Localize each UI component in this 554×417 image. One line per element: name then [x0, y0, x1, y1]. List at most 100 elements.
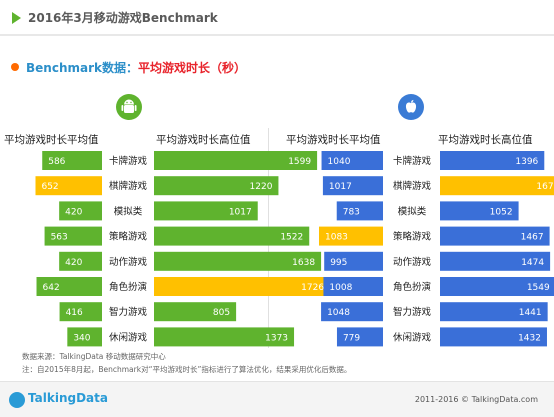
- ios-avg-bar: [321, 302, 383, 322]
- ios-avg-label: 1017: [329, 182, 352, 192]
- ios-avg-bar: [336, 201, 383, 221]
- ios-category-label: 模拟类: [398, 205, 427, 217]
- android-avg-bar: [59, 201, 102, 221]
- ios-high-label: 1441: [519, 308, 542, 318]
- ios-avg-label: 995: [330, 258, 347, 268]
- ios-category-label: 角色扮演: [393, 281, 431, 293]
- android-high-label: 1599: [288, 157, 311, 167]
- ios-high-bar: [440, 302, 548, 322]
- android-avg-bar: [35, 176, 102, 196]
- ios-category-label: 卡牌游戏: [393, 155, 432, 167]
- android-category-label: 动作游戏: [109, 256, 148, 268]
- methodology-note: 注：自2015年8月起，Benchmark对“平均游戏时长”指标进行了算法优化，…: [22, 365, 352, 374]
- ios-avg-label: 779: [343, 333, 360, 343]
- footer-bar: TalkingData 2011-2016 © TalkingData.com: [0, 381, 554, 417]
- android-avg-bar: [44, 226, 102, 246]
- ios-high-label: 1052: [490, 207, 513, 217]
- android-high-bar: [154, 226, 310, 246]
- ios-avg-bar: [324, 251, 383, 271]
- android-avg-label: 420: [65, 258, 82, 268]
- copyright-text: 2011-2016 © TalkingData.com: [414, 395, 538, 404]
- header-bar: 2016年3月移动游戏Benchmark: [0, 0, 554, 36]
- ios-avg-bar: [322, 176, 383, 196]
- android-high-bar: [154, 327, 295, 347]
- play-arrow-icon: [12, 12, 21, 24]
- android-avg-label: 586: [48, 157, 65, 167]
- ios-category-label: 休闲游戏: [393, 331, 432, 343]
- ios-avg-label: 1083: [325, 233, 348, 243]
- ios-high-bar: [440, 176, 554, 196]
- ios-avg-label: 1048: [327, 308, 350, 318]
- ios-avg-bar: [323, 277, 383, 296]
- android-avg-bar: [59, 302, 102, 322]
- talkingdata-logo-text: TalkingData: [28, 391, 108, 405]
- android-high-label: 1017: [229, 207, 252, 217]
- ios-avg-bar: [336, 327, 383, 347]
- subtitle-main: Benchmark数据：: [26, 61, 138, 75]
- android-high-bar: [154, 176, 279, 196]
- android-category-label: 休闲游戏: [109, 331, 148, 343]
- android-category-label: 角色扮演: [109, 281, 147, 293]
- apple-icon: [398, 94, 424, 120]
- android-icon: [116, 94, 142, 120]
- android-category-label: 策略游戏: [109, 231, 148, 243]
- android-high-label: 805: [213, 308, 230, 318]
- android-avg-label: 340: [73, 333, 90, 343]
- ios-high-bar: [440, 151, 545, 170]
- ios-high-label: 1467: [521, 233, 544, 243]
- android-avg-label: 642: [43, 283, 60, 293]
- android-high-bar: [154, 201, 258, 221]
- subtitle-highlight: 平均游戏时长（秒）: [138, 61, 247, 75]
- android-high-bar: [154, 251, 322, 271]
- android-high-bar: [154, 302, 237, 322]
- android-avg-label: 652: [41, 182, 58, 192]
- android-high-label: 1373: [265, 333, 288, 343]
- ios-high-label: 1396: [515, 157, 538, 167]
- column-header-ios-avg: 平均游戏时长平均值: [286, 134, 381, 146]
- android-avg-label: 416: [66, 308, 83, 318]
- android-avg-label: 420: [65, 207, 82, 217]
- android-category-label: 棋牌游戏: [109, 180, 148, 192]
- ios-high-label: 1432: [518, 333, 541, 343]
- android-high-bar: [154, 277, 331, 296]
- chart-subtitle: Benchmark数据：平均游戏时长（秒）: [26, 59, 246, 76]
- android-category-label: 智力游戏: [109, 306, 148, 318]
- data-source-note: 数据来源：TalkingData 移动数据研究中心: [22, 352, 166, 361]
- ios-high-bar: [440, 327, 547, 347]
- talkingdata-logo-icon: [9, 392, 25, 408]
- ios-category-label: 动作游戏: [393, 256, 432, 268]
- column-header-android-avg: 平均游戏时长平均值: [4, 134, 99, 146]
- android-high-label: 1726: [301, 283, 324, 293]
- ios-category-label: 棋牌游戏: [393, 180, 432, 192]
- ios-avg-bar: [321, 151, 383, 170]
- android-avg-label: 563: [51, 233, 68, 243]
- android-high-bar: [154, 151, 318, 170]
- ios-high-label: 1549: [527, 283, 550, 293]
- android-category-label: 卡牌游戏: [109, 155, 148, 167]
- ios-avg-label: 1040: [328, 157, 351, 167]
- android-avg-bar: [67, 327, 102, 347]
- android-category-label: 模拟类: [114, 205, 143, 217]
- android-high-label: 1522: [280, 233, 303, 243]
- ios-avg-label: 1008: [329, 283, 352, 293]
- ios-high-bar: [440, 226, 550, 246]
- ios-category-label: 智力游戏: [393, 306, 432, 318]
- bullet-dot-icon: [11, 63, 19, 71]
- android-high-label: 1220: [250, 182, 273, 192]
- ios-high-bar: [440, 201, 519, 221]
- android-avg-bar: [42, 151, 102, 170]
- android-avg-bar: [59, 251, 102, 271]
- ios-category-label: 策略游戏: [393, 231, 432, 243]
- column-header-ios-high: 平均游戏时长高位值: [438, 134, 533, 146]
- android-avg-bar: [36, 277, 102, 296]
- page-title: 2016年3月移动游戏Benchmark: [28, 11, 218, 25]
- ios-avg-label: 783: [343, 207, 360, 217]
- ios-high-label: 1474: [521, 258, 544, 268]
- ios-avg-bar: [319, 226, 383, 246]
- ios-high-bar: [440, 277, 554, 296]
- ios-high-bar: [440, 251, 551, 271]
- column-header-android-high: 平均游戏时长高位值: [156, 134, 251, 146]
- android-high-label: 1638: [292, 258, 315, 268]
